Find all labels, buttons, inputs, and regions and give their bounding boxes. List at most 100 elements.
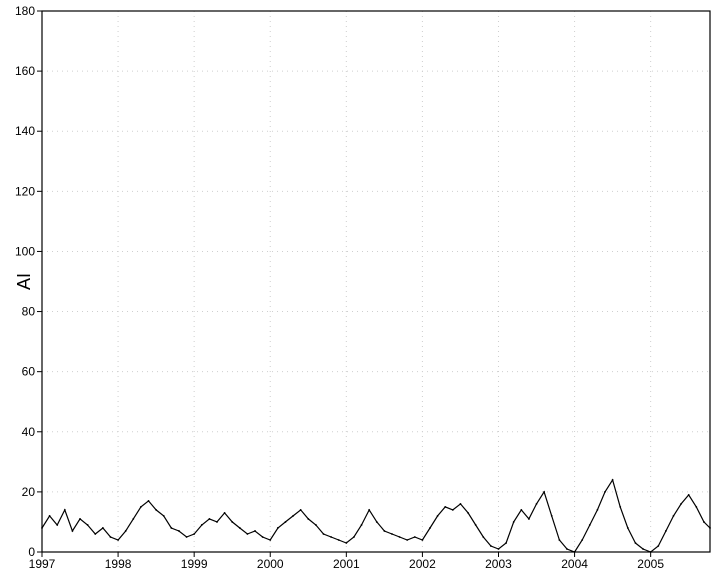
data-point (444, 506, 447, 508)
y-tick-label: 0 (28, 545, 35, 559)
data-point (436, 515, 439, 517)
x-tick-label: 2002 (409, 557, 436, 571)
data-point (200, 524, 203, 526)
data-point (497, 548, 500, 550)
y-tick-label: 140 (15, 124, 35, 138)
x-tick-label: 2004 (561, 557, 588, 571)
y-tick-label: 40 (22, 425, 36, 439)
y-tick-label: 80 (22, 305, 36, 319)
data-point (322, 533, 325, 535)
data-point (588, 524, 591, 526)
data-point (101, 527, 104, 529)
data-point (626, 527, 629, 529)
data-point (596, 509, 599, 511)
data-point (314, 524, 317, 526)
x-tick-label: 2003 (485, 557, 512, 571)
data-point (155, 509, 158, 511)
data-point (634, 542, 637, 544)
series-line (41, 478, 711, 553)
data-point (178, 530, 180, 532)
y-tick-label: 20 (22, 485, 36, 499)
data-point (474, 524, 477, 526)
data-point (216, 521, 218, 523)
plot-frame (41, 10, 711, 553)
data-point (680, 503, 682, 505)
data-point (535, 503, 538, 505)
x-tick-label: 1998 (105, 557, 132, 571)
data-point (512, 521, 515, 523)
data-point (581, 539, 584, 541)
data-point (246, 533, 249, 535)
data-point (520, 509, 523, 511)
data-point (284, 521, 287, 523)
data-point (299, 509, 302, 511)
data-point (695, 506, 698, 508)
data-point (261, 536, 264, 538)
data-point (489, 545, 492, 547)
data-point (657, 545, 660, 547)
y-tick-label: 180 (15, 4, 35, 18)
x-tick-label: 1997 (29, 557, 56, 571)
data-point (406, 539, 409, 541)
data-point (337, 539, 340, 541)
data-point (383, 530, 386, 532)
data-point (353, 536, 355, 538)
data-point (398, 536, 401, 538)
data-point (543, 490, 546, 493)
data-point (117, 539, 119, 541)
data-point (421, 539, 424, 541)
data-point (231, 521, 234, 523)
x-tick-label: 1999 (181, 557, 208, 571)
data-point (86, 524, 89, 526)
x-tick-label: 2001 (333, 557, 360, 571)
y-tick-label: 160 (15, 64, 35, 78)
data-point (413, 536, 416, 538)
data-point (94, 533, 97, 535)
data-point (703, 521, 705, 523)
data-point (208, 518, 211, 520)
data-point (140, 506, 142, 508)
data-point (71, 530, 74, 532)
data-point (48, 515, 51, 517)
data-point (330, 536, 333, 538)
data-point (360, 524, 363, 526)
data-point (566, 548, 568, 550)
data-point (391, 533, 393, 535)
data-point (223, 512, 226, 514)
data-point (368, 509, 371, 511)
data-point (429, 527, 431, 529)
data-point (193, 533, 196, 535)
data-point (238, 527, 241, 529)
data-point (307, 518, 310, 520)
x-tick-label: 2005 (637, 557, 664, 571)
data-point (63, 509, 66, 511)
data-point (528, 518, 530, 520)
data-point (124, 530, 127, 532)
data-point (375, 521, 378, 523)
data-point (254, 530, 256, 532)
data-point (269, 539, 272, 541)
data-point (664, 530, 667, 532)
data-point (56, 524, 59, 526)
data-point (147, 500, 150, 502)
x-tick-label: 2000 (257, 557, 284, 571)
data-point (162, 515, 165, 517)
data-point (672, 515, 675, 517)
data-point (185, 536, 188, 538)
data-point (558, 539, 561, 541)
data-point (132, 518, 135, 520)
data-point (687, 493, 690, 496)
data-point (642, 548, 644, 550)
y-tick-label: 60 (22, 365, 36, 379)
y-tick-label: 120 (15, 184, 35, 198)
y-axis-title: AI (14, 273, 34, 290)
data-point (459, 503, 462, 505)
data-point (79, 518, 81, 520)
data-point (170, 527, 173, 529)
data-point (505, 542, 508, 544)
data-point (611, 478, 614, 481)
data-point (550, 515, 553, 517)
y-tick-label: 100 (15, 244, 35, 258)
